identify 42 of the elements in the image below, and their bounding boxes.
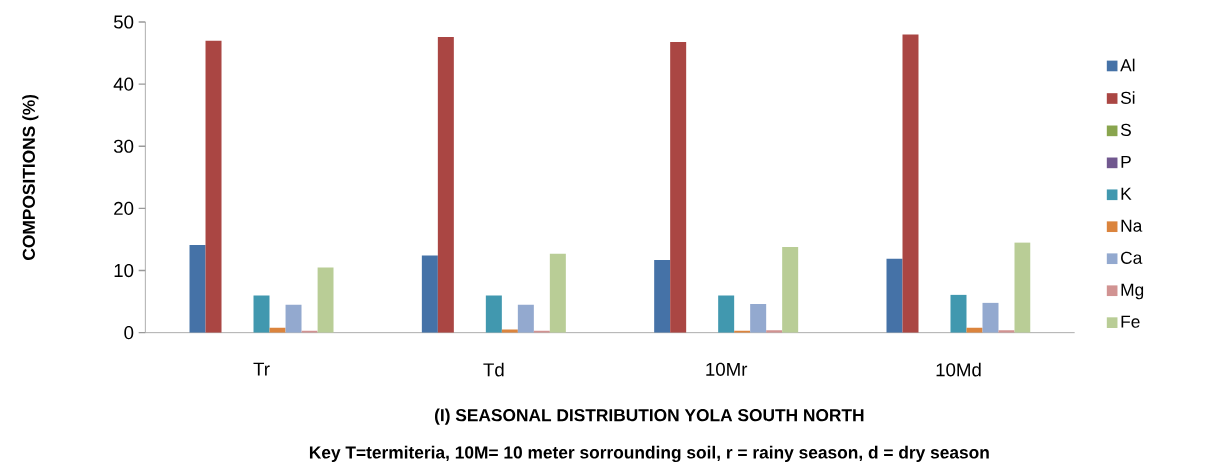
legend-label: K: [1121, 187, 1132, 200]
bar: [902, 34, 919, 333]
legend-label: Mg: [1121, 283, 1144, 300]
x-tick-label: 10Mr: [706, 362, 748, 376]
legend-label: Na: [1121, 219, 1143, 232]
y-axis-title: COMPOSITIONS (%): [22, 94, 39, 260]
legend-label: Al: [1120, 58, 1135, 72]
bar: [782, 246, 799, 333]
legend-label: Si: [1120, 91, 1135, 104]
bar: [549, 253, 566, 333]
legend-label: P: [1121, 155, 1131, 168]
bar: [421, 255, 438, 333]
bar: [253, 295, 270, 333]
bar: [886, 258, 903, 333]
bar: [189, 245, 206, 333]
y-tick-label: 40: [113, 77, 134, 91]
bar: [205, 40, 222, 333]
bar: [982, 302, 999, 333]
bar: [670, 41, 687, 333]
bar: [950, 294, 967, 333]
y-tick-label: 20: [114, 201, 134, 216]
x-tick-label: Td: [483, 362, 504, 377]
x-tick-label: Tr: [253, 362, 270, 376]
bar: [517, 304, 534, 333]
bar: [437, 36, 454, 333]
legend-label: Ca: [1121, 251, 1143, 264]
y-tick-label: 0: [124, 326, 134, 340]
bar: [1014, 242, 1031, 333]
bar: [654, 259, 671, 333]
bar: [718, 295, 735, 333]
text: Key T=termiteria, 10M= 10 meter sorrounding soil, r = rainy season, d = dry season: [309, 445, 989, 463]
text: (I) SEASONAL DISTRIBUTION YOLA SOUTH NORTH: [434, 408, 864, 425]
legend-label: Fe: [1121, 315, 1140, 328]
y-tick-label: 30: [113, 139, 134, 153]
bar: [317, 267, 334, 333]
y-tick-label: 50: [113, 15, 134, 29]
bar: [485, 295, 502, 333]
x-tick-label: 10Md: [936, 362, 981, 377]
legend-label: S: [1120, 123, 1131, 137]
y-tick-label: 10: [114, 263, 134, 278]
bar: [285, 304, 302, 333]
bar: [750, 304, 767, 333]
